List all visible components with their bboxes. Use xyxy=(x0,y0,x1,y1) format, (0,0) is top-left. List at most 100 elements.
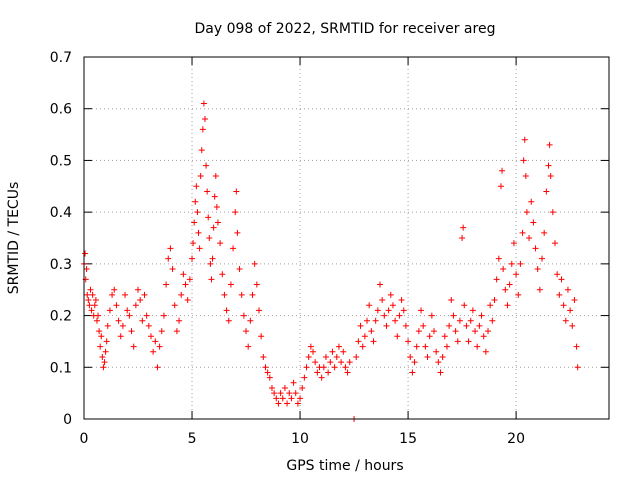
data-point xyxy=(422,343,429,350)
data-point xyxy=(435,359,442,366)
data-point xyxy=(225,317,232,324)
data-point xyxy=(91,302,98,309)
data-point xyxy=(208,276,215,283)
data-point xyxy=(211,193,218,200)
data-point xyxy=(549,209,556,216)
data-point xyxy=(469,307,476,314)
data-point xyxy=(104,322,111,329)
data-point xyxy=(437,369,444,376)
data-point xyxy=(318,374,325,381)
data-point xyxy=(213,203,220,210)
data-point xyxy=(463,322,470,329)
data-point xyxy=(89,291,96,298)
data-point xyxy=(539,255,546,262)
data-point xyxy=(232,209,239,216)
data-point xyxy=(277,390,284,397)
data-point xyxy=(545,162,552,169)
data-point xyxy=(564,286,571,293)
data-point xyxy=(102,348,109,355)
data-point xyxy=(407,353,414,360)
data-point xyxy=(497,183,504,190)
data-point xyxy=(150,348,157,355)
x-tick-label: 10 xyxy=(291,431,309,447)
grid-lines xyxy=(84,57,609,419)
data-point xyxy=(441,333,448,340)
y-tick-label: 0.1 xyxy=(50,360,72,376)
data-point xyxy=(122,291,129,298)
data-point xyxy=(286,390,293,397)
data-point xyxy=(536,286,543,293)
data-point xyxy=(381,312,388,319)
data-point xyxy=(158,328,165,335)
data-point xyxy=(184,297,191,304)
data-point xyxy=(210,224,217,231)
data-point xyxy=(221,291,228,298)
data-point xyxy=(526,235,533,241)
data-point xyxy=(546,141,553,148)
data-point xyxy=(493,276,500,283)
y-tick-labels: 0 0.1 0.2 0.3 0.4 0.5 0.6 0.7 xyxy=(50,50,72,428)
data-point xyxy=(95,312,102,319)
data-point xyxy=(459,235,466,241)
data-point xyxy=(424,353,431,360)
y-axis-label: SRMTID / TECUs xyxy=(6,182,22,295)
data-point xyxy=(439,353,446,360)
data-point xyxy=(303,364,310,371)
data-point xyxy=(574,364,581,371)
data-point xyxy=(500,266,507,273)
data-point xyxy=(504,302,511,309)
data-point xyxy=(83,266,90,273)
data-point xyxy=(152,338,159,345)
data-point xyxy=(487,302,494,309)
data-point xyxy=(284,400,291,407)
data-point xyxy=(273,395,280,402)
data-point xyxy=(312,359,319,366)
data-point xyxy=(128,328,135,335)
y-tick-label: 0.2 xyxy=(50,309,72,325)
data-point xyxy=(543,188,550,195)
data-point xyxy=(288,395,295,402)
data-point xyxy=(197,172,204,179)
data-point xyxy=(147,333,154,340)
data-point xyxy=(433,348,440,355)
data-point xyxy=(260,353,267,360)
data-point xyxy=(519,229,526,236)
data-point xyxy=(366,302,373,309)
data-point xyxy=(130,343,137,350)
data-point xyxy=(344,369,351,376)
data-point xyxy=(97,343,104,350)
data-point xyxy=(474,343,481,350)
data-point xyxy=(389,302,396,309)
data-point xyxy=(508,260,515,267)
data-point xyxy=(113,302,120,309)
data-point xyxy=(398,297,405,304)
data-point xyxy=(200,100,207,107)
data-point xyxy=(212,172,219,179)
data-point xyxy=(562,317,569,324)
data-point xyxy=(96,328,103,335)
data-point xyxy=(249,291,256,298)
data-point xyxy=(448,297,455,304)
data-point xyxy=(338,359,345,366)
data-point xyxy=(307,343,314,350)
data-point xyxy=(238,291,245,298)
data-point xyxy=(556,291,563,298)
data-point xyxy=(194,209,201,216)
data-point xyxy=(117,333,124,340)
data-point xyxy=(342,364,349,371)
data-point xyxy=(264,369,271,376)
data-point xyxy=(253,281,260,288)
data-point xyxy=(124,307,131,314)
data-point xyxy=(219,271,226,278)
data-point xyxy=(193,183,200,190)
x-tick-label: 5 xyxy=(188,431,197,447)
data-point xyxy=(353,353,360,360)
data-point xyxy=(402,322,409,329)
data-point xyxy=(240,312,247,319)
y-tick-label: 0.7 xyxy=(50,50,72,66)
data-point xyxy=(292,390,299,397)
data-point xyxy=(310,348,317,355)
x-tick-label: 0 xyxy=(80,431,89,447)
data-point xyxy=(160,312,167,319)
data-point xyxy=(325,369,332,376)
